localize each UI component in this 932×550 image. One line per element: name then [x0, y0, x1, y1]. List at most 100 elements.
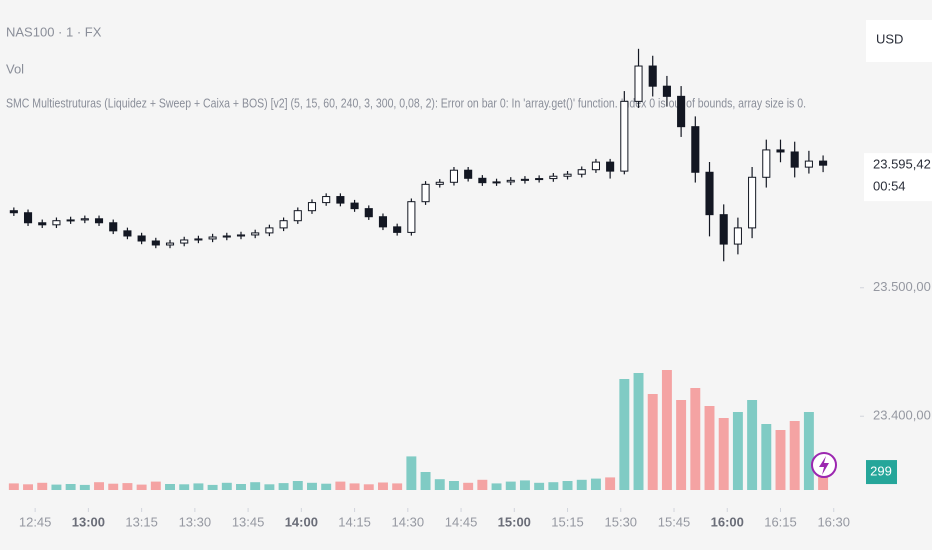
- candle-body: [464, 169, 473, 179]
- candle-body: [208, 236, 217, 240]
- volume-bar: [690, 388, 701, 490]
- candle-body: [222, 235, 231, 238]
- volume-bar: [179, 484, 190, 490]
- volume-bar: [732, 412, 743, 490]
- candle-body: [336, 196, 345, 204]
- candle-body: [421, 183, 430, 203]
- candle-body: [251, 232, 260, 236]
- volume-bar: [534, 482, 545, 490]
- volume-bar: [136, 484, 147, 490]
- x-tick-label: 16:15: [764, 514, 797, 529]
- volume-bar: [65, 484, 76, 490]
- candle-body: [265, 227, 274, 234]
- candle-body: [748, 176, 757, 229]
- volume-bar: [94, 482, 104, 490]
- volume-bar: [221, 482, 232, 490]
- volume-bar: [307, 482, 317, 490]
- x-tick-label: 14:30: [392, 514, 425, 529]
- volume-bar: [590, 478, 601, 490]
- volume-indicator: Vol: [6, 61, 24, 76]
- volume-bar: [491, 483, 502, 490]
- candle-body: [819, 160, 828, 166]
- volume-bar: [420, 472, 431, 490]
- x-tick-label: 13:30: [179, 514, 212, 529]
- candle-body: [790, 151, 799, 168]
- volume-bar: [378, 482, 388, 490]
- candle-body: [535, 178, 544, 181]
- candle-body: [151, 240, 160, 246]
- candle-body: [279, 220, 288, 229]
- volume-bar: [548, 482, 559, 490]
- candle-body: [350, 202, 359, 210]
- candle-body: [449, 169, 459, 183]
- candle-body: [393, 226, 402, 233]
- candle-body: [691, 126, 700, 173]
- volume-bar: [605, 477, 616, 490]
- volume-bar: [165, 484, 175, 490]
- volume-bar: [292, 481, 303, 490]
- volume-bar: [576, 479, 587, 490]
- volume-label: 299: [870, 463, 892, 478]
- candle-body: [634, 65, 643, 102]
- volume-bar: [477, 479, 488, 490]
- candle-body: [378, 216, 388, 228]
- currency-box[interactable]: [866, 20, 932, 62]
- volume-bar: [818, 472, 829, 490]
- currency: USD: [876, 31, 903, 46]
- candle-body: [23, 212, 33, 224]
- candle-body: [591, 161, 600, 171]
- candle-body: [66, 219, 75, 222]
- candle-body: [293, 210, 302, 222]
- volume-bar: [8, 483, 19, 490]
- x-tick-label: 14:45: [445, 514, 478, 529]
- candle-body: [364, 208, 373, 218]
- candle-body: [478, 177, 487, 184]
- candle-body: [9, 210, 18, 214]
- volume-bar: [803, 412, 814, 490]
- candle-body: [762, 149, 771, 178]
- volume-label-box: [866, 460, 897, 485]
- candle-body: [123, 230, 132, 237]
- x-tick-label: 15:30: [605, 514, 638, 529]
- x-tick-label: 13:45: [232, 514, 265, 529]
- candle-body: [662, 85, 671, 97]
- candle-body: [38, 222, 47, 226]
- symbol: NAS100 · 1 · FX: [6, 24, 102, 39]
- x-tick-label: 16:30: [817, 514, 850, 529]
- candle-body: [606, 161, 615, 172]
- price-label: 23.595,42: [873, 157, 931, 172]
- volume-bar: [193, 483, 204, 490]
- y-tick-label: 23.400,00: [873, 408, 931, 423]
- candle-body: [322, 196, 331, 204]
- volume-bar: [505, 481, 516, 490]
- candle-body: [563, 173, 572, 177]
- volume-bar: [519, 480, 530, 490]
- volume-bar: [264, 484, 275, 490]
- candle-body: [236, 234, 246, 237]
- candle-body: [549, 175, 558, 180]
- x-tick-label: 15:45: [658, 514, 691, 529]
- volume-bar: [463, 482, 474, 490]
- candle-body: [407, 201, 416, 233]
- volume-bar: [661, 370, 672, 490]
- candle-body: [520, 178, 529, 181]
- candle-body: [677, 95, 686, 128]
- volume-bar: [150, 481, 161, 490]
- candle-body: [506, 179, 515, 183]
- candle-body: [307, 202, 317, 212]
- volume-bar: [676, 400, 687, 490]
- candle-body: [94, 218, 104, 224]
- x-tick-label: 14:00: [285, 514, 318, 529]
- candle-body: [648, 65, 657, 87]
- candle-body: [165, 242, 175, 246]
- volume-bar: [761, 424, 772, 490]
- candle-body: [804, 160, 813, 168]
- volume-bar: [718, 418, 729, 490]
- volume-bar: [789, 421, 800, 490]
- candle-body: [137, 235, 146, 242]
- volume-bar: [122, 483, 133, 490]
- volume-bar: [633, 373, 644, 490]
- x-tick-label: 16:00: [711, 514, 744, 529]
- candle-body: [435, 181, 444, 185]
